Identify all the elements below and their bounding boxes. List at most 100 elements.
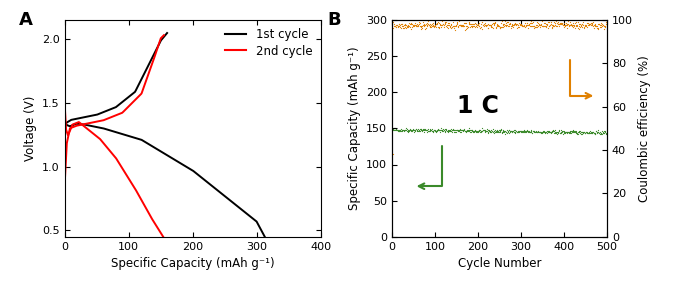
Point [432, 127, 443, 131]
Point [433, 128, 444, 133]
Point [469, 23, 479, 28]
Point [429, 128, 440, 132]
Point [545, 130, 556, 134]
Point [532, 130, 543, 134]
Point [537, 24, 548, 28]
Point [445, 129, 456, 133]
Point [501, 130, 512, 135]
Point [428, 21, 439, 26]
Point [430, 25, 441, 29]
Point [456, 24, 466, 28]
X-axis label: Specific Capacity (mAh g⁻¹): Specific Capacity (mAh g⁻¹) [111, 257, 274, 270]
Point [407, 128, 418, 133]
Point [488, 131, 499, 135]
Point [463, 20, 474, 24]
Point [423, 19, 434, 23]
Point [488, 127, 499, 131]
Point [577, 132, 588, 136]
Point [400, 128, 411, 133]
Point [395, 128, 406, 133]
Point [472, 25, 483, 30]
Point [514, 23, 525, 27]
Point [542, 130, 552, 135]
Point [421, 21, 432, 25]
Point [412, 24, 423, 28]
Point [481, 127, 492, 131]
Point [441, 129, 452, 134]
Point [509, 131, 520, 135]
Point [546, 130, 557, 135]
Point [599, 23, 610, 28]
Point [488, 23, 499, 27]
Point [424, 129, 434, 133]
Point [434, 20, 445, 25]
Point [471, 22, 481, 27]
Point [552, 130, 563, 134]
Point [535, 22, 546, 27]
Point [602, 132, 612, 136]
Point [479, 22, 490, 27]
Point [580, 23, 591, 27]
Point [473, 128, 484, 133]
Point [470, 128, 481, 133]
Point [535, 22, 546, 27]
Point [489, 129, 500, 133]
Point [561, 131, 572, 135]
Point [574, 22, 584, 27]
Point [533, 130, 544, 135]
Point [477, 128, 488, 133]
Point [573, 130, 584, 135]
Point [569, 26, 580, 30]
Point [401, 129, 412, 133]
Point [589, 24, 600, 28]
Point [420, 128, 431, 133]
Point [391, 24, 402, 29]
Point [428, 128, 439, 133]
Point [435, 128, 446, 133]
Point [564, 23, 575, 27]
Point [523, 129, 534, 133]
Point [475, 129, 486, 134]
Point [429, 128, 440, 133]
Point [448, 130, 459, 134]
Point [471, 22, 482, 27]
Point [582, 23, 593, 28]
Point [505, 22, 516, 26]
Point [522, 129, 533, 133]
Point [477, 20, 488, 25]
Point [424, 24, 435, 29]
Point [486, 128, 496, 133]
Point [548, 24, 559, 29]
Point [515, 129, 526, 133]
Point [431, 21, 442, 26]
Point [479, 129, 490, 133]
Point [571, 129, 582, 134]
Point [466, 25, 477, 30]
Point [534, 129, 545, 134]
Point [472, 129, 483, 133]
Point [593, 130, 604, 135]
Point [559, 131, 570, 136]
Point [447, 128, 458, 133]
Point [548, 129, 559, 133]
Point [512, 23, 523, 27]
Point [567, 130, 578, 135]
Point [524, 23, 535, 27]
Point [492, 130, 503, 135]
Point [469, 128, 480, 132]
Point [466, 22, 477, 27]
Point [449, 26, 460, 30]
Point [428, 24, 439, 28]
Point [543, 129, 554, 134]
Point [479, 23, 490, 27]
Point [462, 128, 473, 132]
Point [476, 128, 487, 133]
Point [401, 128, 412, 132]
Point [491, 24, 502, 28]
Point [397, 129, 408, 133]
Point [501, 24, 512, 29]
Point [397, 22, 408, 27]
Point [551, 24, 562, 28]
Point [492, 128, 503, 133]
Point [483, 130, 494, 135]
